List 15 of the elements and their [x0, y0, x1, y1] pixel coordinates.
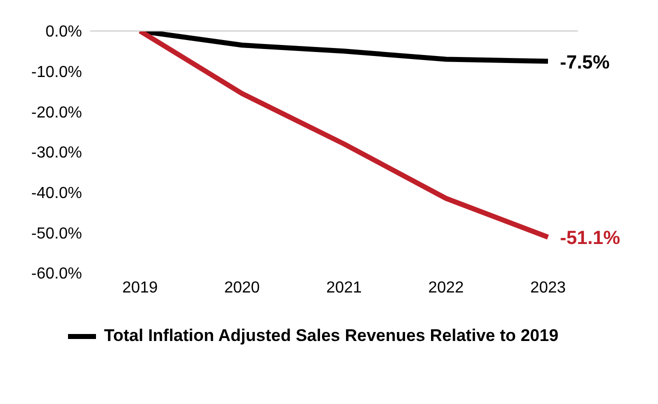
y-tick-label: -10.0%: [31, 64, 82, 82]
y-tick-label: -30.0%: [31, 144, 82, 162]
y-tick-label: -40.0%: [31, 185, 82, 202]
data-label: -51.1%: [560, 228, 620, 250]
x-tick-label: 2023: [530, 279, 566, 296]
legend-label: Total Inflation Adjusted Sales Revenues Relative to 2019: [104, 326, 558, 346]
x-tick-label: 2020: [224, 279, 260, 296]
y-tick-label: -50.0%: [31, 225, 82, 242]
x-tick-label: 2021: [326, 279, 362, 296]
y-tick-label: 0.0%: [46, 24, 82, 41]
data-label: -7.5%: [560, 52, 610, 74]
y-tick-label: -60.0%: [31, 266, 82, 283]
y-tick-label: -20.0%: [31, 104, 82, 122]
x-tick-label: 2019: [122, 279, 158, 296]
x-tick-label: 2022: [428, 279, 464, 296]
